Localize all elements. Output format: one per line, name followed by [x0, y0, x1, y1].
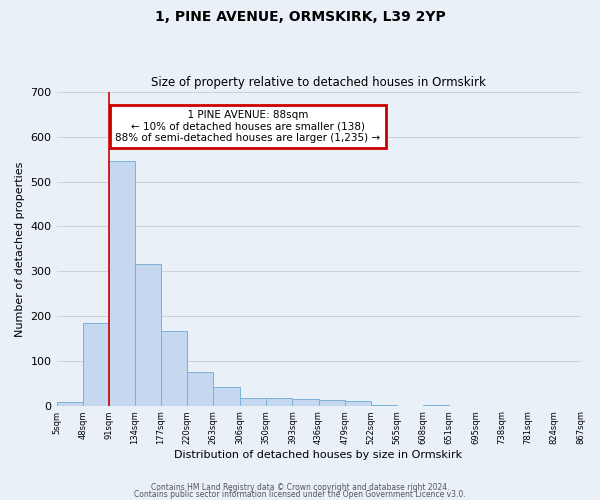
Bar [214, 387, 239, 406]
Bar [371, 404, 397, 406]
Bar [266, 398, 292, 406]
Text: 1 PINE AVENUE: 88sqm  
← 10% of detached houses are smaller (138)
88% of semi-de: 1 PINE AVENUE: 88sqm ← 10% of detached h… [115, 110, 380, 143]
Bar [187, 372, 214, 406]
Text: 1, PINE AVENUE, ORMSKIRK, L39 2YP: 1, PINE AVENUE, ORMSKIRK, L39 2YP [155, 10, 445, 24]
Bar [161, 331, 187, 406]
Text: Contains public sector information licensed under the Open Government Licence v3: Contains public sector information licen… [134, 490, 466, 499]
Bar [239, 398, 266, 406]
Bar [292, 399, 319, 406]
Bar [83, 322, 109, 406]
Title: Size of property relative to detached houses in Ormskirk: Size of property relative to detached ho… [151, 76, 486, 90]
Bar [56, 402, 83, 406]
Bar [135, 264, 161, 406]
X-axis label: Distribution of detached houses by size in Ormskirk: Distribution of detached houses by size … [175, 450, 463, 460]
Bar [423, 404, 449, 406]
Bar [344, 401, 371, 406]
Bar [319, 400, 344, 406]
Bar [109, 160, 135, 406]
Y-axis label: Number of detached properties: Number of detached properties [15, 161, 25, 336]
Text: Contains HM Land Registry data © Crown copyright and database right 2024.: Contains HM Land Registry data © Crown c… [151, 484, 449, 492]
